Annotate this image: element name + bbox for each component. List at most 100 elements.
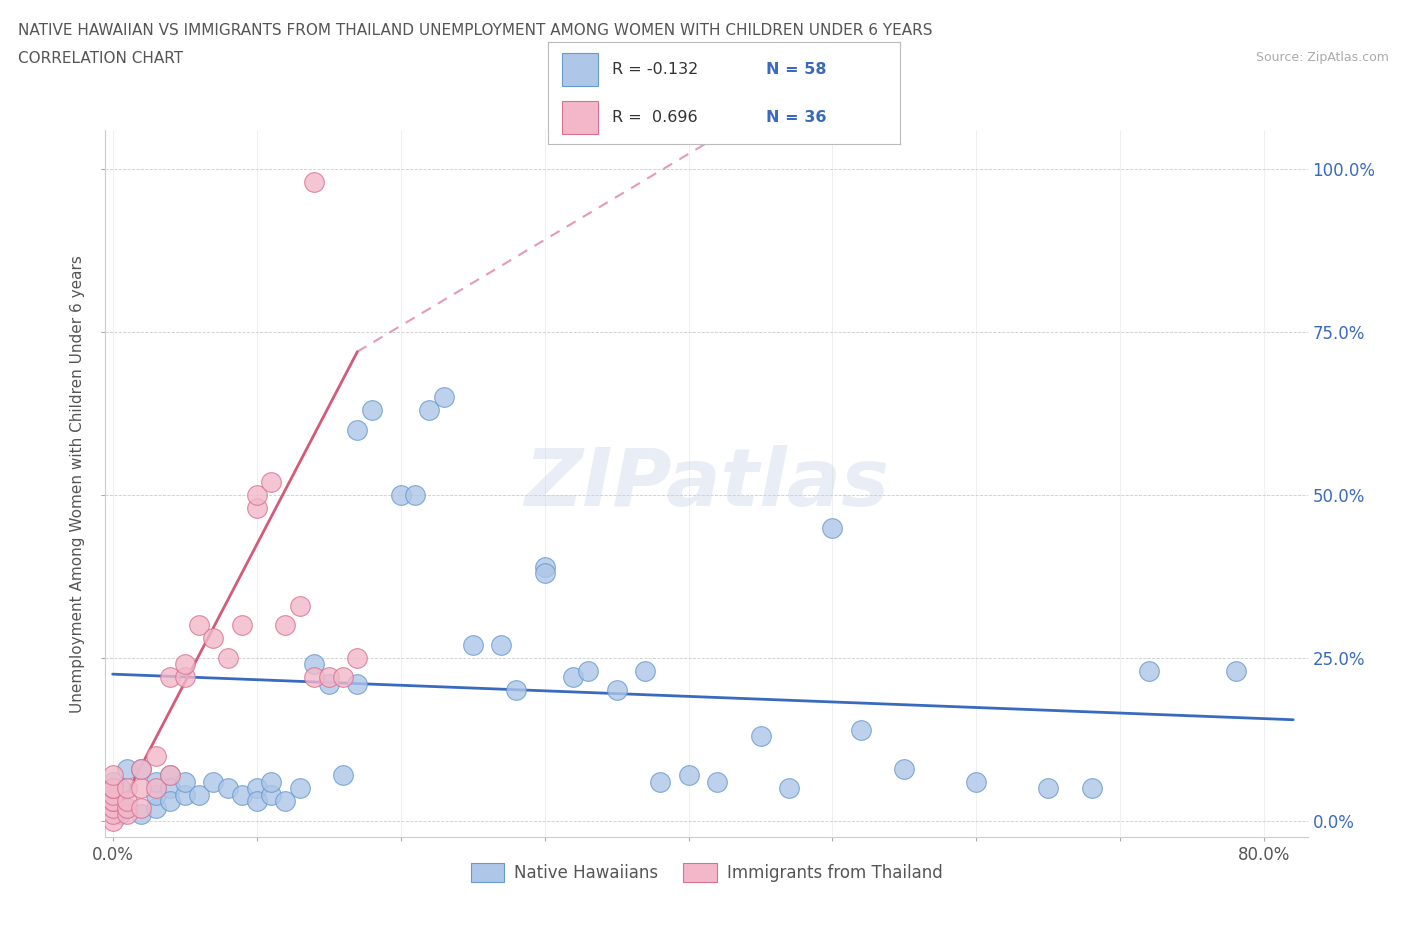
Point <box>302 657 325 671</box>
Point <box>108 780 131 795</box>
Point <box>188 618 211 632</box>
Point <box>1080 780 1102 795</box>
Legend: Native Hawaiians, Immigrants from Thailand: Native Hawaiians, Immigrants from Thaila… <box>464 857 949 889</box>
Point <box>173 670 195 684</box>
Point <box>246 500 269 515</box>
Point <box>332 670 354 684</box>
Point <box>389 487 412 502</box>
Point <box>332 767 354 782</box>
Point <box>851 722 873 737</box>
Text: N = 58: N = 58 <box>766 62 827 77</box>
Point <box>202 631 225 645</box>
Text: R = -0.132: R = -0.132 <box>612 62 697 77</box>
Point <box>101 793 124 808</box>
Point <box>606 683 628 698</box>
Point <box>260 774 283 789</box>
Point <box>1038 780 1060 795</box>
Point <box>173 787 195 802</box>
Point <box>778 780 800 795</box>
Y-axis label: Unemployment Among Women with Children Under 6 years: Unemployment Among Women with Children U… <box>70 255 86 712</box>
Point <box>360 403 382 418</box>
Point <box>562 670 585 684</box>
Text: R =  0.696: R = 0.696 <box>612 110 697 125</box>
Point <box>108 806 131 821</box>
Point <box>1225 663 1247 678</box>
Point <box>101 780 124 795</box>
Text: Source: ZipAtlas.com: Source: ZipAtlas.com <box>1256 51 1389 64</box>
Point <box>159 780 181 795</box>
Point <box>115 780 138 795</box>
Point <box>159 670 181 684</box>
Point <box>101 793 124 808</box>
Point <box>260 474 283 489</box>
Point <box>217 780 239 795</box>
Point <box>173 774 195 789</box>
Point <box>318 676 340 691</box>
Point <box>145 748 167 763</box>
Point <box>706 774 728 789</box>
Point <box>173 657 195 671</box>
Point <box>634 663 657 678</box>
Point <box>101 813 124 828</box>
Point <box>101 787 124 802</box>
Point <box>648 774 671 789</box>
Text: CORRELATION CHART: CORRELATION CHART <box>18 51 183 66</box>
Point <box>274 793 297 808</box>
Text: N = 36: N = 36 <box>766 110 827 125</box>
Point <box>1137 663 1160 678</box>
Bar <box>562 53 598 86</box>
Point <box>202 774 225 789</box>
Point <box>115 806 138 821</box>
Text: ZIPatlas: ZIPatlas <box>524 445 889 523</box>
Point <box>131 800 153 815</box>
Point <box>302 670 325 684</box>
Point <box>246 793 269 808</box>
Point <box>288 598 311 613</box>
Point <box>318 670 340 684</box>
Point <box>346 650 368 665</box>
Point <box>159 793 181 808</box>
Point <box>231 618 253 632</box>
Point <box>274 618 297 632</box>
Point <box>145 800 167 815</box>
Point <box>749 728 772 743</box>
Point <box>115 800 138 815</box>
Point <box>678 767 700 782</box>
Point <box>418 403 440 418</box>
Point <box>246 780 269 795</box>
Point <box>131 780 153 795</box>
Point <box>131 806 153 821</box>
Point <box>101 793 124 808</box>
Point <box>246 487 269 502</box>
Point <box>101 800 124 815</box>
Point <box>145 787 167 802</box>
Point <box>302 175 325 190</box>
Point <box>893 761 915 776</box>
Point <box>576 663 599 678</box>
Point <box>145 774 167 789</box>
Point <box>115 800 138 815</box>
Point <box>145 780 167 795</box>
Point <box>115 761 138 776</box>
Point <box>131 761 153 776</box>
Point <box>159 767 181 782</box>
Point <box>288 780 311 795</box>
Point <box>533 559 555 574</box>
Point <box>533 565 555 580</box>
Point <box>101 774 124 789</box>
Point <box>101 767 124 782</box>
Point <box>491 637 513 652</box>
Point <box>159 767 181 782</box>
Point <box>188 787 211 802</box>
Point <box>115 793 138 808</box>
Point <box>101 780 124 795</box>
Point <box>231 787 253 802</box>
Point <box>346 422 368 437</box>
Text: NATIVE HAWAIIAN VS IMMIGRANTS FROM THAILAND UNEMPLOYMENT AMONG WOMEN WITH CHILDR: NATIVE HAWAIIAN VS IMMIGRANTS FROM THAIL… <box>18 23 932 38</box>
Point <box>260 787 283 802</box>
Point <box>101 806 124 821</box>
Point <box>965 774 987 789</box>
Point <box>404 487 426 502</box>
Point <box>346 676 368 691</box>
Point <box>505 683 527 698</box>
